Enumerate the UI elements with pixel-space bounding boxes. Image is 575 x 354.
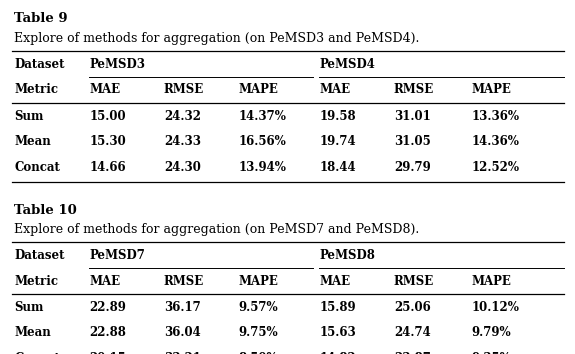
- Text: PeMSD8: PeMSD8: [319, 249, 375, 262]
- Text: 19.74: 19.74: [319, 135, 356, 148]
- Text: 15.63: 15.63: [319, 326, 356, 339]
- Text: 20.15: 20.15: [89, 352, 126, 354]
- Text: 9.79%: 9.79%: [472, 326, 511, 339]
- Text: MAPE: MAPE: [239, 84, 278, 96]
- Text: 29.79: 29.79: [394, 161, 431, 174]
- Text: 36.04: 36.04: [164, 326, 201, 339]
- Text: RMSE: RMSE: [164, 84, 204, 96]
- Text: 18.44: 18.44: [319, 161, 356, 174]
- Text: Metric: Metric: [14, 275, 59, 287]
- Text: 24.32: 24.32: [164, 110, 201, 123]
- Text: 23.87: 23.87: [394, 352, 431, 354]
- Text: 22.89: 22.89: [89, 301, 126, 314]
- Text: 13.94%: 13.94%: [239, 161, 286, 174]
- Text: RMSE: RMSE: [394, 275, 434, 287]
- Text: 16.56%: 16.56%: [239, 135, 286, 148]
- Text: RMSE: RMSE: [394, 84, 434, 96]
- Text: Sum: Sum: [14, 301, 44, 314]
- Text: 9.75%: 9.75%: [239, 326, 278, 339]
- Text: 31.05: 31.05: [394, 135, 431, 148]
- Text: PeMSD3: PeMSD3: [89, 58, 145, 70]
- Text: 25.06: 25.06: [394, 301, 431, 314]
- Text: PeMSD7: PeMSD7: [89, 249, 145, 262]
- Text: MAPE: MAPE: [239, 275, 278, 287]
- Text: 12.52%: 12.52%: [472, 161, 519, 174]
- Text: MAPE: MAPE: [472, 275, 511, 287]
- Text: 14.37%: 14.37%: [239, 110, 286, 123]
- Text: 10.12%: 10.12%: [472, 301, 519, 314]
- Text: 24.30: 24.30: [164, 161, 201, 174]
- Text: 9.35%: 9.35%: [472, 352, 511, 354]
- Text: MAE: MAE: [319, 275, 350, 287]
- Text: 22.88: 22.88: [89, 326, 126, 339]
- Text: 14.82: 14.82: [319, 352, 356, 354]
- Text: Explore of methods for aggregation (on PeMSD7 and PeMSD8).: Explore of methods for aggregation (on P…: [14, 223, 420, 236]
- Text: 24.33: 24.33: [164, 135, 201, 148]
- Text: MAE: MAE: [89, 275, 120, 287]
- Text: Dataset: Dataset: [14, 249, 65, 262]
- Text: 8.50%: 8.50%: [239, 352, 278, 354]
- Text: RMSE: RMSE: [164, 275, 204, 287]
- Text: Metric: Metric: [14, 84, 59, 96]
- Text: Table 9: Table 9: [14, 12, 68, 25]
- Text: 31.01: 31.01: [394, 110, 431, 123]
- Text: Concat: Concat: [14, 161, 60, 174]
- Text: Mean: Mean: [14, 135, 51, 148]
- Text: 19.58: 19.58: [319, 110, 356, 123]
- Text: Explore of methods for aggregation (on PeMSD3 and PeMSD4).: Explore of methods for aggregation (on P…: [14, 32, 420, 45]
- Text: Mean: Mean: [14, 326, 51, 339]
- Text: Concat: Concat: [14, 352, 60, 354]
- Text: Dataset: Dataset: [14, 58, 65, 70]
- Text: MAPE: MAPE: [472, 84, 511, 96]
- Text: 24.74: 24.74: [394, 326, 431, 339]
- Text: 15.00: 15.00: [89, 110, 126, 123]
- Text: 15.30: 15.30: [89, 135, 126, 148]
- Text: 9.57%: 9.57%: [239, 301, 278, 314]
- Text: Sum: Sum: [14, 110, 44, 123]
- Text: 36.17: 36.17: [164, 301, 201, 314]
- Text: 14.36%: 14.36%: [472, 135, 519, 148]
- Text: 15.89: 15.89: [319, 301, 356, 314]
- Text: MAE: MAE: [319, 84, 350, 96]
- Text: PeMSD4: PeMSD4: [319, 58, 375, 70]
- Text: Table 10: Table 10: [14, 204, 77, 217]
- Text: 13.36%: 13.36%: [472, 110, 519, 123]
- Text: MAE: MAE: [89, 84, 120, 96]
- Text: 33.21: 33.21: [164, 352, 201, 354]
- Text: 14.66: 14.66: [89, 161, 126, 174]
